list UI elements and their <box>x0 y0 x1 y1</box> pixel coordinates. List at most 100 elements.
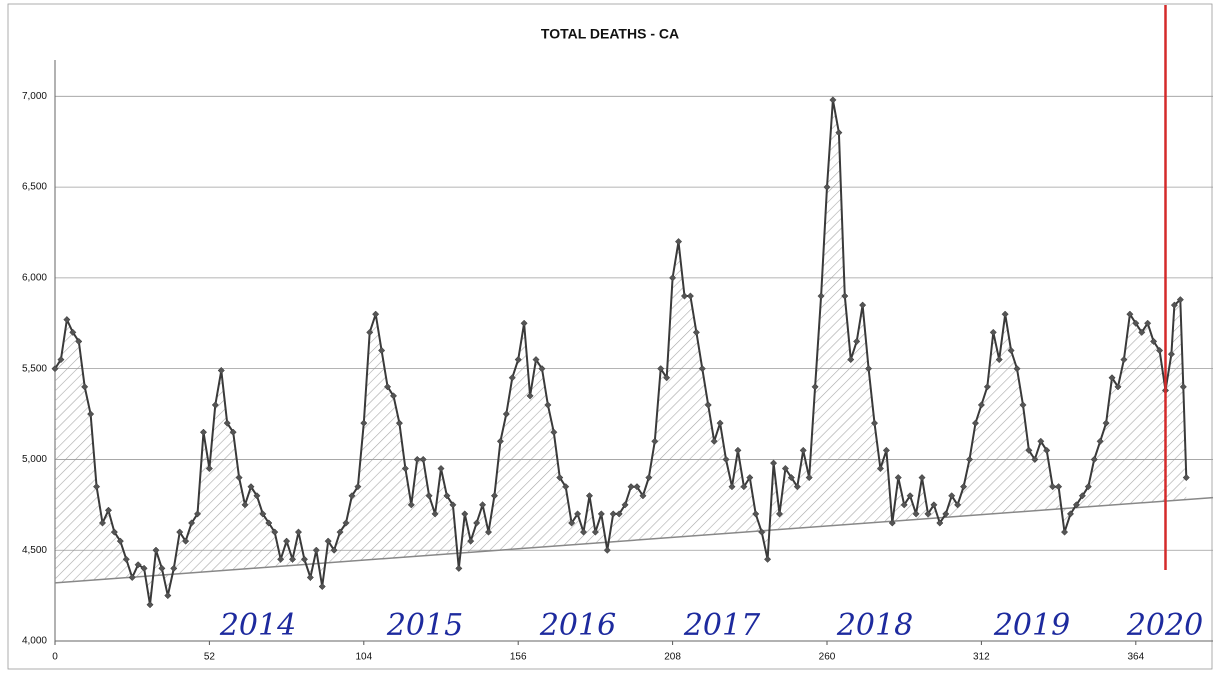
point <box>847 356 855 364</box>
point <box>758 528 766 536</box>
point <box>401 464 409 473</box>
annotation: 2020 <box>1126 608 1203 643</box>
point <box>241 501 249 509</box>
point <box>324 537 332 545</box>
point <box>372 310 380 318</box>
point <box>51 365 59 373</box>
point <box>716 419 724 427</box>
point <box>894 474 902 482</box>
point <box>674 238 683 246</box>
point <box>425 492 433 500</box>
point <box>924 510 932 518</box>
point <box>164 592 172 600</box>
point <box>1025 446 1033 454</box>
point <box>63 316 71 324</box>
point <box>686 292 694 300</box>
x-tick-label: 52 <box>204 652 216 663</box>
point <box>995 356 1003 364</box>
point <box>69 328 77 336</box>
point <box>977 401 985 409</box>
point <box>728 483 736 491</box>
point <box>122 555 130 563</box>
point <box>188 519 196 527</box>
point <box>1043 446 1051 454</box>
x-tick-label: 208 <box>664 652 681 663</box>
point <box>312 546 320 554</box>
point <box>680 292 689 300</box>
point <box>930 501 938 509</box>
point <box>158 564 166 572</box>
point <box>93 483 101 491</box>
point <box>75 337 83 345</box>
point <box>1179 383 1187 391</box>
y-tick-label: 7,000 <box>22 91 47 102</box>
point <box>354 483 362 491</box>
point <box>389 392 398 400</box>
point <box>663 374 671 382</box>
point <box>116 537 124 545</box>
point <box>829 96 837 104</box>
point <box>288 555 297 563</box>
x-tick-label: 104 <box>355 652 372 663</box>
point <box>1013 365 1021 373</box>
point <box>960 483 968 491</box>
point <box>1120 356 1128 364</box>
point <box>223 419 231 427</box>
x-tick-label: 0 <box>52 652 58 663</box>
point <box>805 474 813 482</box>
point <box>669 274 677 282</box>
point <box>734 446 742 454</box>
point <box>579 528 588 536</box>
point <box>621 501 629 509</box>
point <box>455 564 463 572</box>
point <box>764 555 772 563</box>
point <box>793 483 801 491</box>
point <box>1132 319 1140 327</box>
point <box>651 437 659 445</box>
x-tick-label: 364 <box>1127 652 1144 663</box>
point <box>781 464 789 473</box>
point <box>300 555 308 563</box>
point <box>811 383 819 391</box>
trend-line <box>54 496 1214 584</box>
point <box>134 561 142 569</box>
point <box>568 519 576 527</box>
point <box>639 492 647 500</box>
point <box>906 492 914 500</box>
point <box>876 464 884 473</box>
point <box>645 474 653 482</box>
point <box>983 383 991 391</box>
point <box>971 419 980 427</box>
point <box>550 428 558 436</box>
point <box>865 365 873 373</box>
point <box>1055 483 1063 491</box>
point <box>870 419 879 427</box>
point <box>1167 350 1175 358</box>
point <box>1060 528 1069 536</box>
point <box>360 419 368 427</box>
point <box>698 365 706 373</box>
point <box>526 392 534 400</box>
y-tick-label: 6,500 <box>22 182 47 193</box>
y-tick-label: 4,000 <box>22 636 47 647</box>
point <box>176 528 184 536</box>
point <box>562 483 570 491</box>
point <box>378 346 386 355</box>
point <box>366 328 374 336</box>
point <box>57 356 65 364</box>
point <box>1108 374 1116 382</box>
point <box>657 365 665 373</box>
point <box>948 492 956 500</box>
point <box>710 437 718 445</box>
point <box>627 483 635 491</box>
y-tick-label: 5,500 <box>22 363 47 374</box>
point <box>1066 510 1075 518</box>
point <box>508 374 516 382</box>
point <box>342 519 350 527</box>
point <box>942 510 950 518</box>
point <box>1150 337 1158 345</box>
point <box>461 510 469 518</box>
point <box>1156 346 1164 355</box>
point <box>1090 455 1098 463</box>
